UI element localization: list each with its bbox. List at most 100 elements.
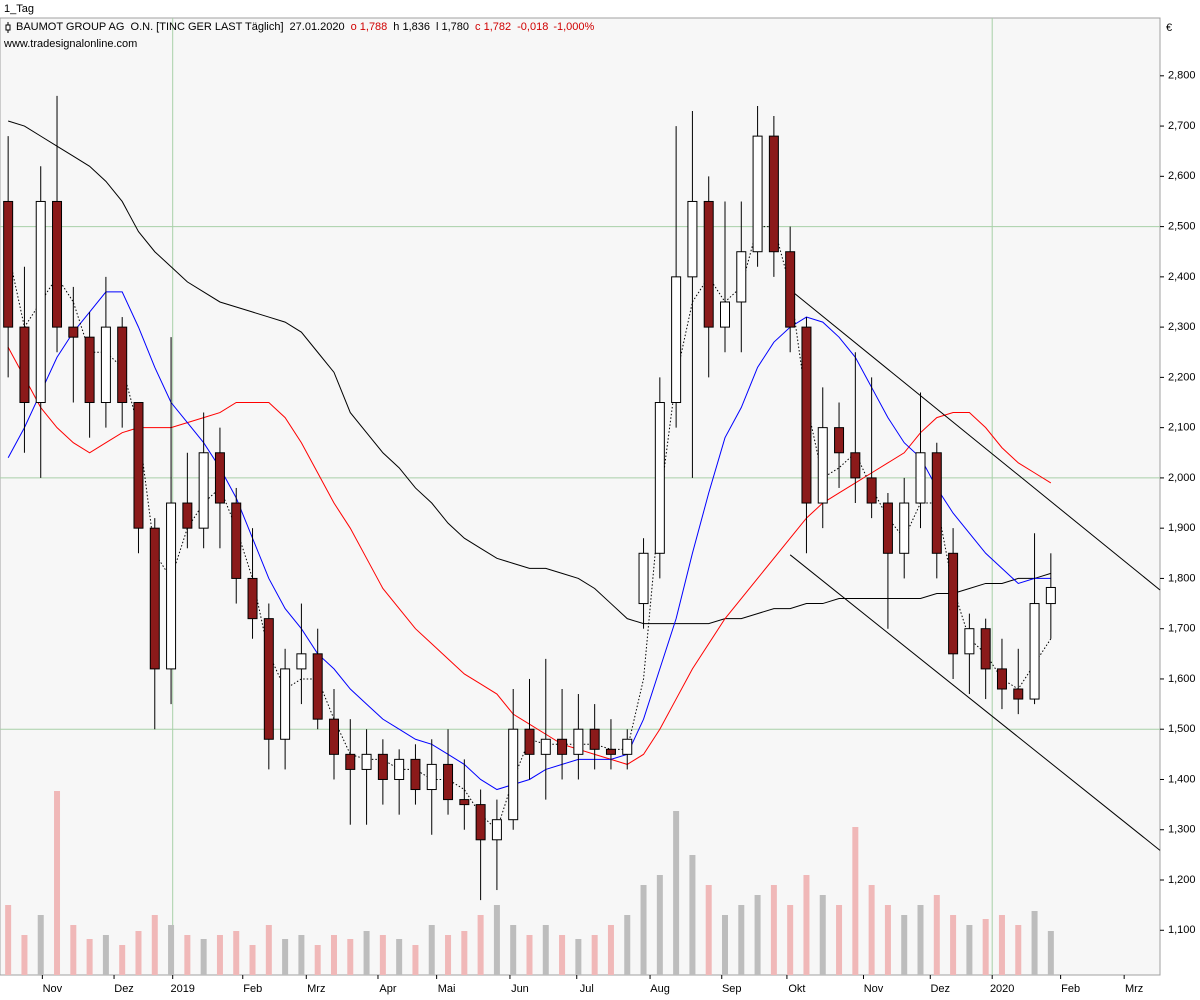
y-tick-label: 1,100	[1168, 924, 1196, 936]
candle-body	[508, 728, 519, 821]
candle-body	[540, 738, 551, 755]
x-tick-label: Feb	[1061, 983, 1080, 995]
candle-body	[410, 758, 421, 791]
volume-bar	[200, 939, 207, 975]
x-tick-label: Aug	[650, 983, 670, 995]
candle-body	[524, 728, 535, 755]
grid-layer	[0, 18, 1160, 975]
quote-low: l 1,780	[436, 21, 469, 33]
candle-body	[638, 552, 649, 605]
x-tick-label: Nov	[43, 983, 63, 995]
volume-bar	[151, 915, 158, 975]
candle-body	[589, 728, 600, 750]
quote-change-pct: -1,000%	[553, 21, 594, 33]
candle-body	[214, 452, 225, 504]
volume-bar	[868, 885, 875, 975]
y-tick-label: 2,400	[1168, 271, 1196, 283]
volume-bar	[705, 885, 712, 975]
y-tick-label: 2,000	[1168, 472, 1196, 484]
x-tick-label: Mrz	[307, 983, 325, 995]
volume-bar	[754, 895, 761, 975]
volume-bar	[950, 915, 957, 975]
header-line: BAUMOT GROUP AG O.N. [TINC GER LAST Tägl…	[16, 21, 595, 33]
volume-bar	[282, 939, 289, 975]
x-tick-label: Jun	[511, 983, 529, 995]
candle-body	[720, 301, 730, 328]
volume-bar	[168, 925, 175, 975]
x-tick-label: Nov	[864, 983, 884, 995]
y-tick-label: 2,300	[1168, 321, 1196, 333]
plot-area	[0, 17, 1161, 976]
volume-bar	[233, 931, 240, 975]
candle-body	[801, 326, 812, 504]
axes-layer: 1,100 1,200 1,300 1,400 1,500 1,600 1,700 1,800…	[41, 70, 1196, 995]
y-tick-label: 1,900	[1168, 522, 1196, 534]
y-tick-label: 2,500	[1168, 220, 1196, 232]
candle-body	[622, 738, 633, 755]
x-tick-label: Apr	[379, 983, 396, 995]
quote-close: c 1,782	[475, 21, 511, 33]
volume-bar	[738, 905, 745, 975]
volume-bar	[119, 945, 126, 975]
volume-bar	[461, 931, 468, 975]
y-tick-label: 2,200	[1168, 371, 1196, 383]
x-tick-label: Mrz	[1125, 983, 1143, 995]
y-tick-label: 2,600	[1168, 170, 1196, 182]
volume-bar	[542, 925, 549, 975]
volume-bar	[673, 811, 680, 975]
volume-bar	[901, 915, 908, 975]
x-tick-label: Okt	[788, 983, 805, 995]
volume-bar	[249, 945, 256, 975]
volume-bar	[102, 935, 109, 975]
volume-bar	[640, 885, 647, 975]
quote-date: 27.01.2020	[290, 21, 345, 33]
y-tick-label: 1,400	[1168, 773, 1196, 785]
x-tick-label: Mai	[438, 983, 456, 995]
volume-bar	[656, 875, 663, 975]
candle-body	[377, 753, 388, 780]
volume-bar	[330, 935, 337, 975]
candle-body	[980, 628, 991, 670]
ma-line	[7, 291, 1051, 791]
candle-body	[605, 748, 616, 755]
volume-bar	[559, 935, 566, 975]
x-tick-label: Dez	[930, 983, 950, 995]
candle-body	[475, 804, 486, 841]
candle-body	[426, 763, 437, 791]
x-tick-label: Feb	[243, 983, 262, 995]
trend-line	[789, 554, 1161, 851]
candle-body	[149, 527, 160, 670]
candle-body	[100, 326, 111, 404]
volume-bar	[5, 905, 12, 975]
volume-bar	[445, 935, 452, 975]
candle-body	[394, 758, 405, 780]
candle-body	[850, 452, 861, 479]
volume-bar	[298, 935, 305, 975]
volume-bar	[21, 935, 28, 975]
candle-body	[84, 336, 95, 404]
volume-bar	[493, 905, 500, 975]
volume-bar	[526, 935, 533, 975]
candle-body	[231, 502, 242, 579]
symbol-icon	[5, 22, 11, 33]
icon-body	[5, 24, 11, 31]
volume-bar	[379, 935, 386, 975]
candle-body	[736, 251, 747, 303]
x-tick-label: 2020	[990, 983, 1014, 995]
y-tick-label: 1,600	[1168, 673, 1196, 685]
candle-body	[752, 135, 763, 253]
volume-bar	[54, 791, 61, 975]
quote-high: h 1,836	[393, 21, 430, 33]
candle-body	[52, 200, 63, 328]
x-tick-label: Sep	[722, 983, 742, 995]
candle-body	[133, 402, 144, 529]
volume-bar	[722, 915, 728, 975]
candle-body	[671, 276, 682, 404]
volume-bar	[412, 945, 419, 975]
volume-bar	[265, 925, 272, 975]
candle-body	[768, 135, 779, 253]
candle-body	[834, 427, 845, 454]
currency: €	[1166, 22, 1172, 34]
candle-body	[198, 452, 209, 529]
